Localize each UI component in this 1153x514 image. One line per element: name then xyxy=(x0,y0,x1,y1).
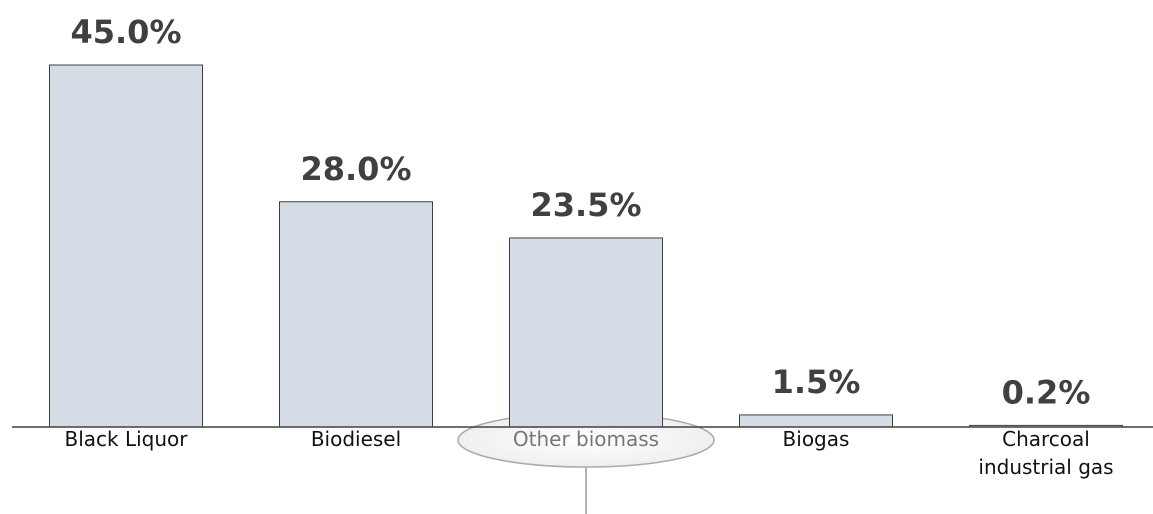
x-tick-label: Biogas xyxy=(782,427,850,451)
value-label: 1.5% xyxy=(772,363,861,401)
x-tick-label: Other biomass xyxy=(512,427,660,451)
value-label: 23.5% xyxy=(530,186,641,224)
x-tick-label: Charcoal industrial gas xyxy=(978,427,1114,479)
value-label: 28.0% xyxy=(300,150,411,188)
value-label: 45.0% xyxy=(70,13,181,51)
bar xyxy=(509,237,663,428)
bar xyxy=(49,64,203,428)
value-label: 0.2% xyxy=(1002,373,1091,411)
x-tick-label: Black Liquor xyxy=(64,427,188,451)
x-tick-label: Biodiesel xyxy=(310,427,402,451)
bar xyxy=(279,201,433,428)
